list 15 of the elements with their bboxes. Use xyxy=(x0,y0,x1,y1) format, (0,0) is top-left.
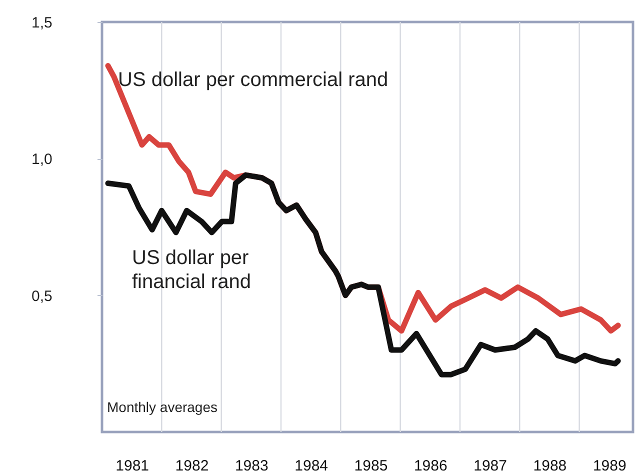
x-tick-label: 1989 xyxy=(592,458,626,474)
x-tick-label: 1981 xyxy=(116,458,150,474)
y-tick-label: 1,5 xyxy=(32,14,52,32)
series-label: US dollar per financial rand xyxy=(132,247,251,293)
x-tick-label: 1984 xyxy=(294,458,328,474)
x-tick-label: 1982 xyxy=(175,458,209,474)
y-tick-label: 1,0 xyxy=(32,151,52,168)
x-tick-label: 1983 xyxy=(234,458,268,474)
x-tick-label: 1985 xyxy=(354,458,388,474)
annotation: Monthly averages xyxy=(107,399,218,415)
x-tick-label: 1986 xyxy=(414,458,448,474)
y-tick-label: 0,5 xyxy=(32,288,52,305)
x-tick-label: 1987 xyxy=(474,458,507,474)
x-tick-label: 1988 xyxy=(533,458,567,474)
series-label: US dollar per commercial rand xyxy=(118,69,388,91)
